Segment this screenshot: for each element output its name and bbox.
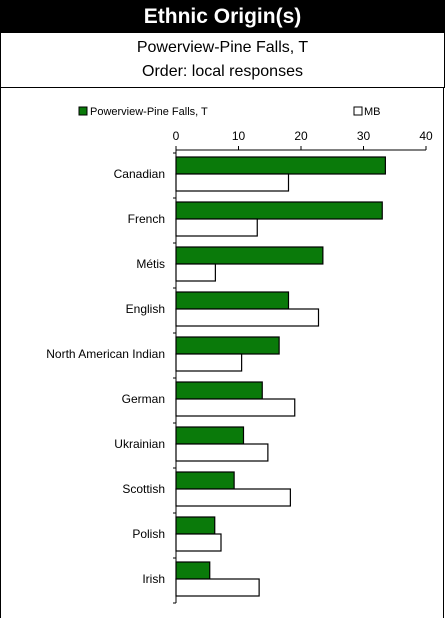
category-label: Ukrainian [114, 437, 165, 451]
bar-local [175, 291, 290, 310]
order-note: Order: local responses [142, 63, 303, 80]
legend-swatch-local [78, 106, 88, 116]
bar-mb [175, 443, 269, 462]
bar-mb [175, 263, 216, 282]
x-tick-label: 40 [419, 129, 433, 143]
bar-local [175, 381, 263, 400]
category-label: English [126, 302, 165, 316]
chart-subtitle: Powerview-Pine Falls, T [136, 39, 309, 56]
bar-mb [175, 218, 258, 237]
right-border [443, 88, 444, 618]
chart-legend: Powerview-Pine Falls, T MB [78, 106, 381, 118]
bar-mb [175, 308, 320, 327]
bar-mb [175, 398, 296, 417]
bar-mb [175, 533, 222, 552]
category-labels: Canadian French Métis English North American… [46, 167, 165, 586]
legend-label-mb: MB [364, 106, 381, 118]
bar-mb [175, 353, 243, 372]
category-label: North American Indian [46, 347, 165, 361]
bar-local [175, 246, 324, 265]
chart-title: Ethnic Origin(s) [0, 0, 445, 34]
bar-local [175, 561, 211, 580]
category-label: French [128, 212, 165, 226]
legend-label-local: Powerview-Pine Falls, T [90, 106, 208, 118]
category-label: Canadian [114, 167, 165, 181]
x-tick-label: 30 [357, 129, 371, 143]
category-label: Scottish [122, 482, 165, 496]
category-label: Polish [132, 527, 165, 541]
legend-swatch-mb [353, 106, 363, 116]
bar-mb [175, 173, 290, 192]
category-label: German [122, 392, 165, 406]
category-label: Irish [142, 572, 165, 586]
bar-mb [175, 578, 260, 597]
x-tick-label: 20 [294, 129, 308, 143]
bar-local [175, 201, 383, 220]
bar-local [175, 516, 216, 535]
category-label: Métis [136, 257, 165, 271]
bar-local [175, 426, 245, 445]
x-tick-label: 0 [173, 129, 180, 143]
bar-mb [175, 488, 291, 507]
x-tick-label: 10 [232, 129, 246, 143]
bar-local [175, 156, 386, 175]
bar-chart: Powerview-Pine Falls, T MB 0 10 20 30 40 Can… [46, 106, 433, 604]
subtitle-box: Powerview-Pine Falls, T Order: local res… [0, 33, 445, 88]
bar-local [175, 471, 235, 490]
left-border [0, 88, 1, 618]
bars-group [175, 156, 386, 597]
bar-local [175, 336, 280, 355]
